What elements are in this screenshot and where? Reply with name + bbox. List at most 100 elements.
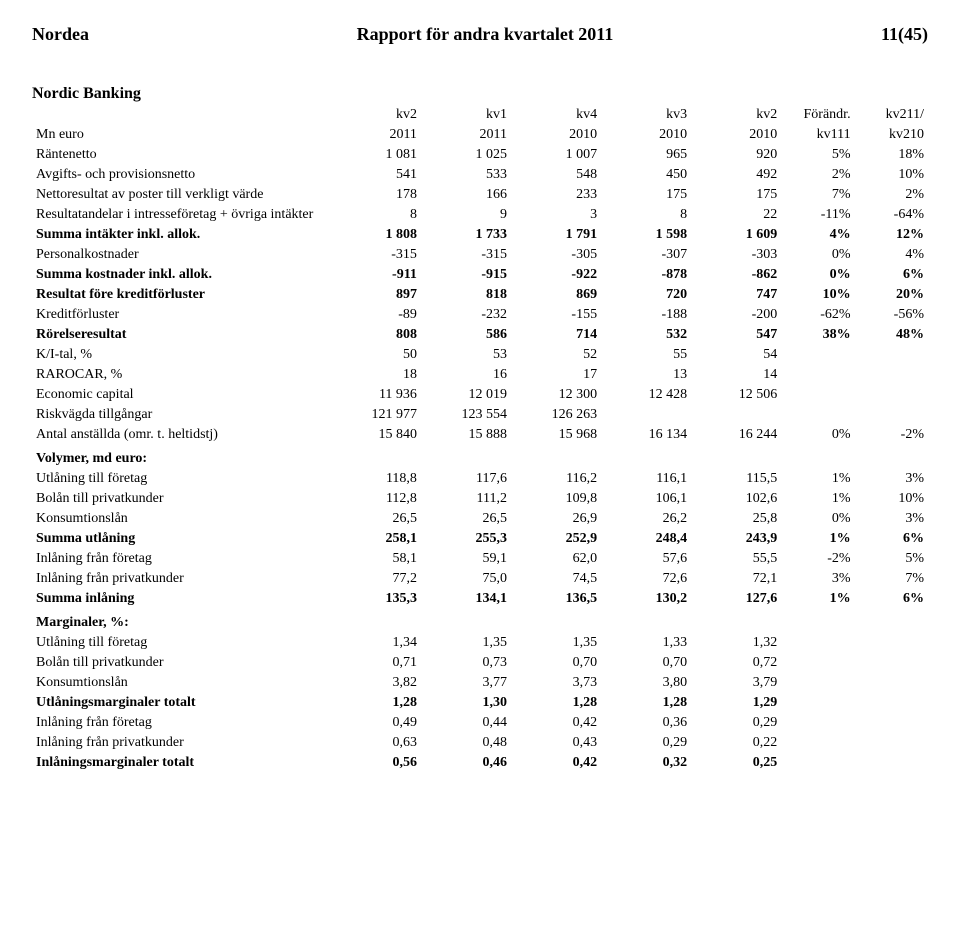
col-header-row-1: kv2kv1kv4kv3kv2Förändr.kv211/: [32, 105, 928, 125]
row-value: 1,29: [691, 693, 781, 713]
row-pct: [855, 693, 928, 713]
row-value: 248,4: [601, 529, 691, 549]
table-row: Resultat före kreditförluster89781886972…: [32, 285, 928, 305]
row-pct: [855, 713, 928, 733]
row-value: 112,8: [331, 489, 421, 509]
row-label: Bolån till privatkunder: [32, 489, 331, 509]
row-value: 258,1: [331, 529, 421, 549]
row-pct: 0%: [781, 265, 854, 285]
row-label: Utlåningsmarginaler totalt: [32, 693, 331, 713]
row-pct: 6%: [855, 265, 928, 285]
col-header: kv111: [781, 125, 854, 145]
row-pct: 5%: [855, 549, 928, 569]
row-value: 1,34: [331, 633, 421, 653]
row-pct: [855, 365, 928, 385]
row-pct: 7%: [855, 569, 928, 589]
row-value: 16: [421, 365, 511, 385]
row-value: -315: [421, 245, 511, 265]
col-header: kv1: [421, 105, 511, 125]
row-value: [601, 405, 691, 425]
row-value: 57,6: [601, 549, 691, 569]
row-pct: 12%: [855, 225, 928, 245]
row-value: 1,28: [331, 693, 421, 713]
table-row: Inlåning från företag0,490,440,420,360,2…: [32, 713, 928, 733]
row-value: 1 609: [691, 225, 781, 245]
volumes-subhead: Volymer, md euro:: [32, 445, 928, 469]
row-pct: 20%: [855, 285, 928, 305]
row-value: -862: [691, 265, 781, 285]
subhead-label: Marginaler, %:: [32, 609, 928, 633]
row-pct: [855, 405, 928, 425]
row-value: [691, 405, 781, 425]
row-label: Antal anställda (omr. t. heltidstj): [32, 425, 331, 445]
row-value: -911: [331, 265, 421, 285]
row-value: -232: [421, 305, 511, 325]
table-row: Rörelseresultat80858671453254738%48%: [32, 325, 928, 345]
row-pct: 0%: [781, 245, 854, 265]
row-value: 0,42: [511, 713, 601, 733]
row-pct: [855, 733, 928, 753]
row-label: Utlåning till företag: [32, 633, 331, 653]
row-value: 109,8: [511, 489, 601, 509]
row-value: 1,35: [511, 633, 601, 653]
col-header-row-2: Mn euro20112011201020102010kv111kv210: [32, 125, 928, 145]
row-value: 111,2: [421, 489, 511, 509]
row-value: 492: [691, 165, 781, 185]
row-value: 0,70: [511, 653, 601, 673]
row-pct: [855, 653, 928, 673]
row-value: 0,29: [601, 733, 691, 753]
row-value: 52: [511, 345, 601, 365]
section-title: Nordic Banking: [32, 85, 928, 103]
row-value: 134,1: [421, 589, 511, 609]
row-value: 0,46: [421, 753, 511, 773]
row-pct: 6%: [855, 529, 928, 549]
row-label: Resultat före kreditförluster: [32, 285, 331, 305]
row-value: 747: [691, 285, 781, 305]
row-value: 175: [601, 185, 691, 205]
row-pct: 5%: [781, 145, 854, 165]
row-value: 15 840: [331, 425, 421, 445]
row-label: Konsumtionslån: [32, 673, 331, 693]
row-label: Economic capital: [32, 385, 331, 405]
row-value: 1,28: [601, 693, 691, 713]
row-value: 808: [331, 325, 421, 345]
row-value: 255,3: [421, 529, 511, 549]
row-pct: [855, 633, 928, 653]
row-pct: [781, 673, 854, 693]
row-pct: -11%: [781, 205, 854, 225]
row-value: -307: [601, 245, 691, 265]
row-pct: 2%: [855, 185, 928, 205]
row-value: 720: [601, 285, 691, 305]
table-row: Utlåning till företag118,8117,6116,2116,…: [32, 469, 928, 489]
row-value: 26,5: [331, 509, 421, 529]
row-value: 102,6: [691, 489, 781, 509]
row-value: 0,71: [331, 653, 421, 673]
row-pct: 0%: [781, 509, 854, 529]
row-value: -200: [691, 305, 781, 325]
row-pct: [781, 405, 854, 425]
col-header: Förändr.: [781, 105, 854, 125]
table-row: Riskvägda tillgångar121 977123 554126 26…: [32, 405, 928, 425]
row-value: 13: [601, 365, 691, 385]
row-pct: [781, 733, 854, 753]
row-value: 130,2: [601, 589, 691, 609]
row-value: 11 936: [331, 385, 421, 405]
row-value: 166: [421, 185, 511, 205]
row-label: Inlåningsmarginaler totalt: [32, 753, 331, 773]
blank-cell: [32, 105, 331, 125]
row-value: 1,33: [601, 633, 691, 653]
row-value: 0,22: [691, 733, 781, 753]
row-label: Riskvägda tillgångar: [32, 405, 331, 425]
table-row: Inlåning från privatkunder77,275,074,572…: [32, 569, 928, 589]
row-label: K/I-tal, %: [32, 345, 331, 365]
row-value: 16 244: [691, 425, 781, 445]
row-pct: [781, 653, 854, 673]
row-value: 3,82: [331, 673, 421, 693]
row-pct: [855, 345, 928, 365]
row-pct: 7%: [781, 185, 854, 205]
table-row: Utlåningsmarginaler totalt1,281,301,281,…: [32, 693, 928, 713]
row-value: 252,9: [511, 529, 601, 549]
row-value: 16 134: [601, 425, 691, 445]
row-pct: 48%: [855, 325, 928, 345]
row-value: 22: [691, 205, 781, 225]
